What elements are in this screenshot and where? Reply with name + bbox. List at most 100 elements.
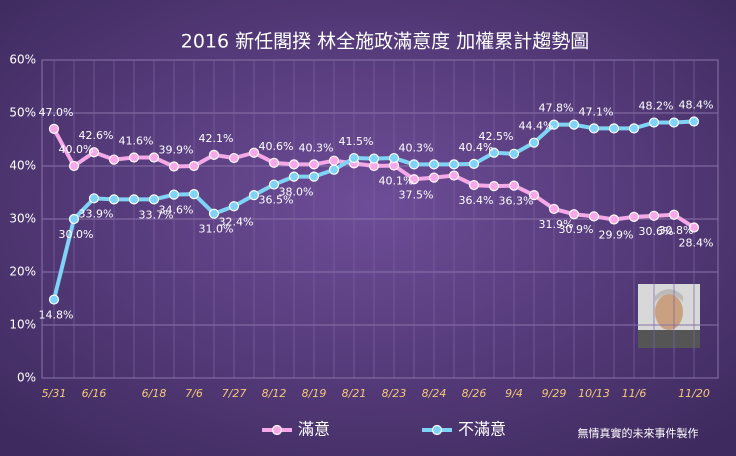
data-label: 41.5% (339, 135, 374, 148)
data-label: 39.9% (159, 144, 194, 157)
x-tick-label: 5/31 (42, 387, 67, 400)
data-label: 33.9% (79, 207, 114, 220)
data-point (508, 148, 520, 159)
y-tick-label: 0% (17, 371, 36, 385)
data-point (648, 117, 660, 128)
data-point (588, 123, 600, 134)
data-point (268, 179, 280, 190)
data-point (488, 147, 500, 158)
x-tick-label: 8/21 (342, 387, 367, 400)
x-tick-label: 8/19 (302, 387, 327, 400)
data-label: 40.3% (399, 141, 434, 154)
x-tick-label: 10/13 (578, 387, 610, 400)
data-point (288, 171, 300, 182)
data-label: 48.2% (639, 100, 674, 113)
portrait (638, 284, 700, 348)
y-tick-label: 40% (9, 159, 36, 173)
data-label: 31.9% (539, 218, 574, 231)
data-label: 33.7% (139, 208, 174, 221)
x-tick-label: 6/16 (82, 387, 107, 400)
data-label: 38.0% (279, 186, 314, 199)
data-label: 42.5% (479, 130, 514, 143)
data-label: 36.4% (459, 194, 494, 207)
x-tick-label: 8/12 (262, 387, 287, 400)
data-label: 28.4% (679, 236, 714, 249)
data-point (528, 190, 540, 201)
data-label: 36.5% (259, 194, 294, 207)
legend-label: 滿意 (298, 420, 330, 439)
data-point (508, 180, 520, 191)
y-tick-label: 50% (9, 106, 36, 120)
x-tick-label: 7/6 (185, 387, 203, 400)
x-tick-label: 9/29 (542, 387, 567, 400)
data-label: 41.6% (119, 135, 154, 148)
data-point (388, 152, 400, 164)
data-point (628, 211, 640, 222)
data-label: 47.8% (539, 102, 574, 115)
data-point (148, 152, 160, 163)
data-label: 37.5% (399, 188, 434, 201)
data-point (568, 209, 580, 220)
data-point (228, 201, 240, 212)
data-point (668, 209, 680, 220)
data-label: 40.1% (379, 174, 414, 187)
data-label: 30.9% (559, 223, 594, 236)
y-tick-label: 60% (9, 53, 36, 67)
data-point (208, 208, 220, 219)
data-point (608, 123, 620, 134)
data-label: 34.6% (159, 204, 194, 217)
y-tick-label: 20% (9, 265, 36, 279)
credit: 無情真實的未來事件製作 (578, 426, 699, 440)
x-tick-label: 7/27 (222, 387, 247, 400)
x-tick-label: 6/18 (142, 387, 167, 400)
legend-marker (271, 424, 283, 436)
x-tick-label: 8/26 (462, 387, 487, 400)
data-point (448, 159, 460, 170)
x-tick-label: 11/20 (678, 387, 710, 400)
data-label: 47.0% (39, 106, 74, 119)
chart-title: 2016 新任閣揆 林全施政滿意度 加權累計趨勢圖 (181, 31, 589, 53)
data-point (308, 159, 320, 170)
data-label: 30.8% (659, 224, 694, 237)
data-point (248, 190, 260, 201)
data-point (128, 152, 140, 163)
data-point (108, 194, 120, 205)
data-point (648, 210, 660, 221)
data-point (88, 193, 100, 204)
data-point (68, 160, 80, 172)
data-point (488, 181, 500, 192)
legend-label: 不滿意 (458, 420, 506, 439)
data-point (408, 159, 420, 170)
data-label: 32.4% (219, 215, 254, 228)
data-label: 30.6% (639, 225, 674, 238)
data-point (148, 194, 160, 205)
data-point (408, 174, 420, 185)
data-point (248, 147, 260, 158)
data-point (688, 116, 700, 127)
x-tick-label: 8/23 (382, 387, 407, 400)
data-point (68, 213, 80, 225)
data-point (108, 154, 120, 165)
data-label: 48.4% (679, 98, 714, 111)
data-point (428, 172, 440, 183)
legend-marker (431, 424, 443, 436)
data-point (628, 123, 640, 134)
y-tick-label: 10% (9, 318, 36, 332)
data-point (168, 189, 180, 200)
data-label: 29.9% (599, 229, 634, 242)
data-point (188, 160, 200, 172)
data-label: 36.3% (499, 195, 534, 208)
data-label: 42.1% (199, 132, 234, 145)
data-point (48, 123, 60, 134)
data-point (548, 119, 560, 130)
data-point (608, 214, 620, 225)
data-point (588, 211, 600, 222)
data-point (208, 149, 220, 160)
data-point (308, 171, 320, 182)
data-point (48, 294, 60, 305)
data-point (428, 159, 440, 170)
data-label: 40.6% (259, 140, 294, 153)
data-point (668, 117, 680, 128)
